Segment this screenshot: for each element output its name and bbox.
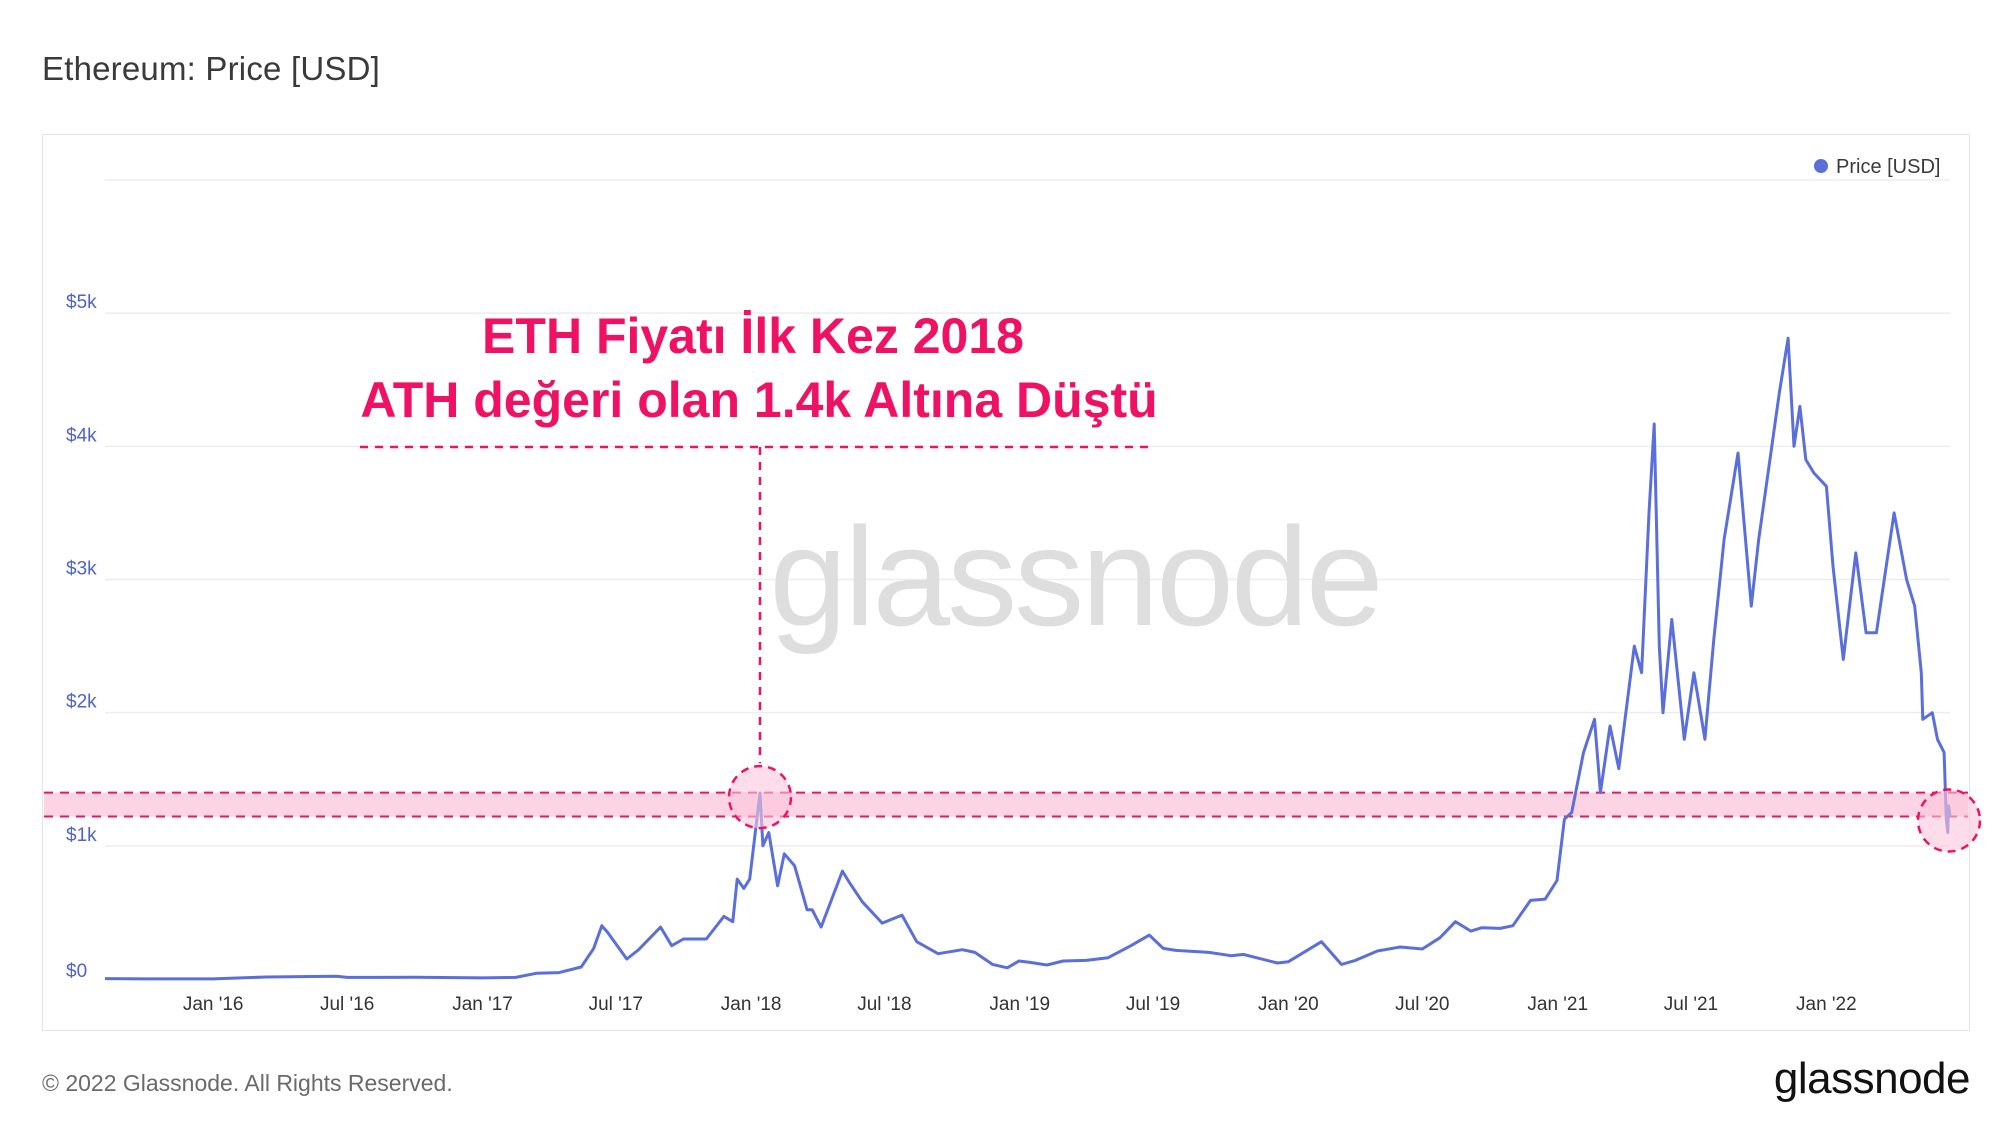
chart-frame (42, 134, 1970, 1031)
price-band-layer (44, 791, 1968, 818)
watermark-logo: glassnode (769, 498, 1380, 655)
annotation-title-line1: ETH Fiyatı İlk Kez 2018 (482, 308, 1024, 364)
x-tick-label: Jul '20 (1395, 994, 1449, 1015)
y-tick-label: $0 (66, 961, 87, 982)
footer-logo[interactable]: glassnode (1773, 1054, 1971, 1103)
x-tick-label: Jul '18 (857, 994, 911, 1015)
x-tick-label: Jan '18 (721, 994, 782, 1015)
highlight-circle-2018 (727, 764, 793, 830)
y-tick-label: $2k (66, 692, 97, 713)
annotation-title-line2: ATH değeri olan 1.4k Altına Düştü (360, 372, 1157, 428)
x-tick-label: Jul '21 (1664, 994, 1718, 1015)
price-band (44, 792, 1968, 817)
x-tick-label: Jan '16 (183, 994, 244, 1015)
price-line (104, 336, 1952, 981)
legend-marker (1814, 159, 1828, 173)
legend: Price [USD] (1814, 156, 1940, 178)
y-tick-label: $3k (66, 559, 97, 580)
y-tick-label: $1k (66, 825, 97, 846)
page-title: Ethereum: Price [USD] (42, 50, 380, 87)
annotation-layer (360, 445, 1982, 853)
x-tick-label: Jan '21 (1527, 994, 1588, 1015)
x-tick-label: Jan '22 (1796, 994, 1857, 1015)
series-layer (104, 336, 1952, 981)
x-tick-label: Jan '20 (1258, 994, 1319, 1015)
x-tick-label: Jan '19 (989, 994, 1050, 1015)
x-tick-label: Jul '16 (320, 994, 374, 1015)
x-tick-label: Jul '17 (589, 994, 643, 1015)
highlight-circle-2022 (1916, 788, 1982, 853)
x-tick-label: Jan '17 (452, 994, 513, 1015)
y-tick-label: $4k (66, 425, 97, 446)
footer-copyright: © 2022 Glassnode. All Rights Reserved. (42, 1070, 453, 1096)
axis-layer: $0 $1k $2k $3k $4k $5k Jan '16 Jul '16 Jan '17 Ju… (66, 292, 1857, 1015)
x-tick-label: Jul '19 (1126, 994, 1180, 1015)
legend-label: Price [USD] (1836, 156, 1940, 178)
y-tick-label: $5k (66, 292, 97, 313)
